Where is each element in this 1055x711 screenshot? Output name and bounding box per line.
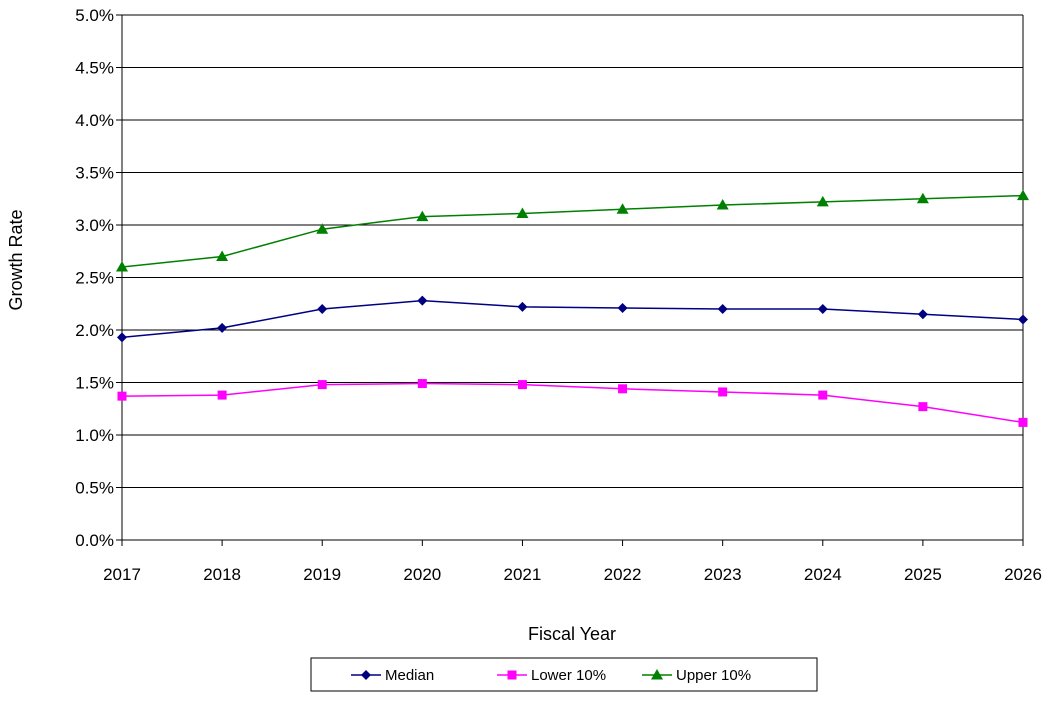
data-point-lower-10 xyxy=(918,402,928,412)
axes xyxy=(116,14,1024,546)
legend-marker-lower-10 xyxy=(507,670,517,680)
data-point-median xyxy=(717,304,728,314)
data-point-lower-10 xyxy=(1018,417,1028,427)
y-tick-label: 2.5% xyxy=(75,269,114,288)
data-point-lower-10 xyxy=(117,391,127,401)
y-tick-label: 1.0% xyxy=(75,426,114,445)
legend-label-lower-10: Lower 10% xyxy=(531,667,606,684)
data-point-median xyxy=(517,301,528,312)
data-point-upper-10 xyxy=(916,192,929,204)
data-point-upper-10 xyxy=(516,207,529,218)
series-lower-10 xyxy=(117,379,1028,427)
y-tick-label: 3.5% xyxy=(75,164,114,183)
x-tick-label: 2021 xyxy=(504,565,542,584)
data-point-lower-10 xyxy=(417,379,427,389)
y-tick-label: 0.5% xyxy=(75,479,114,498)
y-axis-title: Growth Rate xyxy=(6,209,26,310)
series-line-upper-10 xyxy=(121,194,1024,268)
y-tick-label: 0.0% xyxy=(75,531,114,550)
legend-item-upper-10: Upper 10% xyxy=(642,667,751,684)
legend-label-median: Median xyxy=(385,667,434,684)
series-upper-10 xyxy=(116,189,1029,272)
y-tick-label: 4.5% xyxy=(75,59,114,78)
legend-marker-upper-10 xyxy=(651,669,663,680)
legend: Median Lower 10% Upper 10% xyxy=(310,657,818,692)
x-tick-label: 2025 xyxy=(904,565,942,584)
data-point-upper-10 xyxy=(216,250,229,261)
data-point-lower-10 xyxy=(618,384,628,394)
legend-item-lower-10: Lower 10% xyxy=(497,667,606,684)
x-tick-label: 2023 xyxy=(704,565,742,584)
x-tick-label: 2020 xyxy=(403,565,441,584)
legend-box xyxy=(310,657,818,692)
series-group xyxy=(116,189,1029,427)
data-point-upper-10 xyxy=(1017,189,1029,201)
data-point-lower-10 xyxy=(517,380,527,390)
data-point-upper-10 xyxy=(716,199,729,210)
data-point-median xyxy=(917,309,928,320)
y-tick-label: 5.0% xyxy=(75,6,114,25)
data-point-median xyxy=(617,302,628,313)
data-point-lower-10 xyxy=(718,387,728,397)
data-point-upper-10 xyxy=(616,203,629,214)
x-tick-label: 2024 xyxy=(804,565,842,584)
legend-item-median: Median xyxy=(351,667,434,684)
data-point-upper-10 xyxy=(416,210,429,222)
data-point-median xyxy=(417,295,428,306)
x-tick-label: 2017 xyxy=(103,565,141,584)
x-axis-title: Fiscal Year xyxy=(528,624,616,644)
x-tick-label: 2022 xyxy=(604,565,642,584)
x-tick-label: 2018 xyxy=(203,565,241,584)
data-point-lower-10 xyxy=(317,380,327,390)
y-tick-labels: 0.0% 0.5% 1.0% 1.5% 2.0% 2.5% 3.0% 3.5% 4.0% 4.5%… xyxy=(75,6,114,550)
data-point-median xyxy=(1018,314,1028,325)
data-point-median xyxy=(317,304,328,314)
data-point-lower-10 xyxy=(818,390,828,400)
data-point-median xyxy=(217,322,228,333)
legend-marker-median xyxy=(361,670,371,680)
legend-label-upper-10: Upper 10% xyxy=(676,667,751,684)
data-point-lower-10 xyxy=(217,390,227,400)
data-point-median xyxy=(817,304,828,314)
x-tick-label: 2019 xyxy=(303,565,341,584)
y-tick-label: 3.0% xyxy=(75,216,114,235)
y-tick-label: 4.0% xyxy=(75,111,114,130)
series-line-lower-10 xyxy=(121,382,1024,424)
x-tick-labels: 2017 2018 2019 2020 2021 2022 2023 2024 2025 2026 xyxy=(103,565,1042,584)
data-point-upper-10 xyxy=(316,223,329,234)
data-point-upper-10 xyxy=(816,195,829,207)
series-median xyxy=(117,295,1028,343)
gridlines xyxy=(122,14,1023,541)
x-tick-label: 2026 xyxy=(1004,565,1042,584)
data-point-median xyxy=(117,332,127,343)
data-point-upper-10 xyxy=(116,261,128,272)
series-line-median xyxy=(121,299,1024,339)
y-tick-label: 2.0% xyxy=(75,321,114,340)
y-tick-label: 1.5% xyxy=(75,374,114,393)
